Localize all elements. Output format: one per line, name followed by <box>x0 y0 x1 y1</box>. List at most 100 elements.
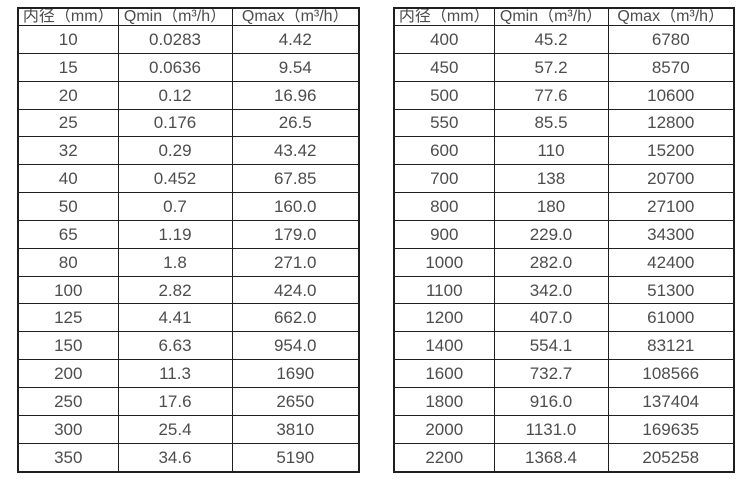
table-row: 550 85.5 12800 <box>393 108 735 138</box>
header-row: 内径（mm） Qmin（m³/h） Qmax（m³/h） <box>17 7 360 26</box>
table-cell: 229.0 <box>493 219 609 249</box>
table-cell: 15200 <box>607 136 735 166</box>
table-row: 1100 342.0 51300 <box>393 275 735 305</box>
table-cell: 179.0 <box>231 219 360 249</box>
table-cell: 20 <box>17 80 119 110</box>
table-row: 2200 1368.4 205258 <box>393 442 735 473</box>
table-cell: 110 <box>493 136 609 166</box>
table-row: 100 2.82 424.0 <box>17 275 360 305</box>
table-cell: 342.0 <box>493 275 609 305</box>
table-row: 1400 554.1 83121 <box>393 331 735 361</box>
table-cell: 80 <box>17 247 119 277</box>
table-row: 450 57.2 8570 <box>393 52 735 82</box>
table-cell: 85.5 <box>493 108 609 138</box>
table-cell: 57.2 <box>493 52 609 82</box>
table-row: 400 45.2 6780 <box>393 25 735 54</box>
table-cell: 17.6 <box>117 386 233 416</box>
table-cell: 450 <box>393 52 495 82</box>
table-cell: 1600 <box>393 359 495 388</box>
table-cell: 34.6 <box>117 442 233 473</box>
table-cell: 800 <box>393 192 495 221</box>
table-cell: 0.176 <box>117 108 233 138</box>
table-row: 350 34.6 5190 <box>17 442 360 473</box>
table-row: 300 25.4 3810 <box>17 414 360 444</box>
table-cell: 662.0 <box>231 303 360 333</box>
table-cell: 12800 <box>607 108 735 138</box>
table-cell: 1131.0 <box>493 414 609 444</box>
table-cell: 0.7 <box>117 192 233 221</box>
table-row: 32 0.29 43.42 <box>17 136 360 166</box>
table-cell: 4.41 <box>117 303 233 333</box>
table-cell: 300 <box>17 414 119 444</box>
table-cell: 51300 <box>607 275 735 305</box>
table-cell: 1.19 <box>117 219 233 249</box>
table-cell: 600 <box>393 136 495 166</box>
table-cell: 954.0 <box>231 331 360 361</box>
table-row: 15 0.0636 9.54 <box>17 52 360 82</box>
table-cell: 32 <box>17 136 119 166</box>
table-cell: 27100 <box>607 192 735 221</box>
table-row: 1800 916.0 137404 <box>393 386 735 416</box>
table-cell: 25.4 <box>117 414 233 444</box>
table-row: 80 1.8 271.0 <box>17 247 360 277</box>
table-cell: 916.0 <box>493 386 609 416</box>
table-row: 150 6.63 954.0 <box>17 331 360 361</box>
table-cell: 40 <box>17 164 119 194</box>
table-row: 10 0.0283 4.42 <box>17 25 360 54</box>
header-cell: 内径（mm） <box>393 7 495 26</box>
table-row: 40 0.452 67.85 <box>17 164 360 194</box>
header-cell: Qmin（m³/h） <box>493 7 609 26</box>
flow-rate-table-large-diameters: 内径（mm） Qmin（m³/h） Qmax（m³/h） 400 45.2 6780 45… <box>393 7 735 473</box>
table-cell: 125 <box>17 303 119 333</box>
table-cell: 1400 <box>393 331 495 361</box>
table-cell: 4.42 <box>231 25 360 54</box>
table-cell: 138 <box>493 164 609 194</box>
table-cell: 1368.4 <box>493 442 609 473</box>
table-cell: 180 <box>493 192 609 221</box>
table-cell: 5190 <box>231 442 360 473</box>
table-body: 10 0.0283 4.42 15 0.0636 9.54 20 0.12 16.96 25 0.1… <box>17 25 360 473</box>
table-cell: 424.0 <box>231 275 360 305</box>
table-cell: 200 <box>17 359 119 388</box>
table-cell: 407.0 <box>493 303 609 333</box>
table-cell: 34300 <box>607 219 735 249</box>
table-cell: 0.12 <box>117 80 233 110</box>
table-cell: 25 <box>17 108 119 138</box>
table-row: 600 110 15200 <box>393 136 735 166</box>
table-cell: 108566 <box>607 359 735 388</box>
table-cell: 250 <box>17 386 119 416</box>
table-cell: 700 <box>393 164 495 194</box>
table-row: 25 0.176 26.5 <box>17 108 360 138</box>
table-cell: 77.6 <box>493 80 609 110</box>
table-cell: 205258 <box>607 442 735 473</box>
table-cell: 42400 <box>607 247 735 277</box>
table-row: 2000 1131.0 169635 <box>393 414 735 444</box>
table-cell: 1200 <box>393 303 495 333</box>
table-row: 250 17.6 2650 <box>17 386 360 416</box>
table-cell: 20700 <box>607 164 735 194</box>
table-cell: 16.96 <box>231 80 360 110</box>
table-cell: 1.8 <box>117 247 233 277</box>
table-cell: 65 <box>17 219 119 249</box>
table-cell: 169635 <box>607 414 735 444</box>
header-cell: Qmax（m³/h） <box>231 7 360 26</box>
table-cell: 160.0 <box>231 192 360 221</box>
table-cell: 61000 <box>607 303 735 333</box>
header-cell: Qmax（m³/h） <box>607 7 735 26</box>
table-cell: 0.0636 <box>117 52 233 82</box>
table-cell: 137404 <box>607 386 735 416</box>
table-cell: 45.2 <box>493 25 609 54</box>
table-body: 400 45.2 6780 450 57.2 8570 500 77.6 10600 550 85.… <box>393 25 735 473</box>
flow-rate-table-small-diameters: 内径（mm） Qmin（m³/h） Qmax（m³/h） 10 0.0283 4.42 1… <box>17 7 360 473</box>
table-cell: 2.82 <box>117 275 233 305</box>
table-cell: 6.63 <box>117 331 233 361</box>
table-cell: 43.42 <box>231 136 360 166</box>
table-row: 65 1.19 179.0 <box>17 219 360 249</box>
table-cell: 0.0283 <box>117 25 233 54</box>
table-row: 200 11.3 1690 <box>17 359 360 388</box>
table-cell: 6780 <box>607 25 735 54</box>
table-row: 700 138 20700 <box>393 164 735 194</box>
table-cell: 0.452 <box>117 164 233 194</box>
table-cell: 9.54 <box>231 52 360 82</box>
